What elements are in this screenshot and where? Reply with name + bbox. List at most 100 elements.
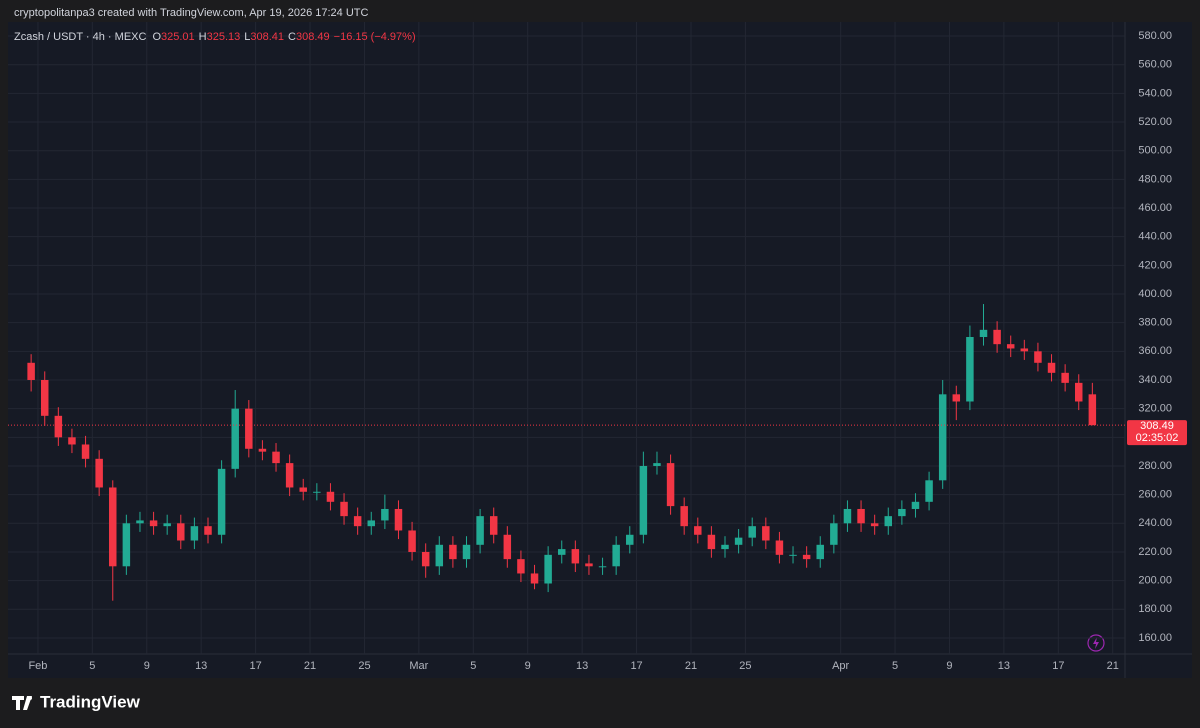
y-tick-label: 380.00 bbox=[1138, 317, 1172, 329]
candle-body bbox=[585, 563, 593, 567]
y-tick-label: 320.00 bbox=[1138, 403, 1172, 415]
x-tick-label: 5 bbox=[892, 660, 898, 672]
candle-body bbox=[204, 526, 212, 535]
candle-body bbox=[40, 379, 49, 416]
y-tick-label: 520.00 bbox=[1138, 116, 1172, 128]
candle-body bbox=[326, 491, 335, 502]
x-tick-label: 9 bbox=[946, 660, 952, 672]
candle-body bbox=[598, 566, 607, 568]
legend-symbol: Zcash / USDT · 4h · MEXC bbox=[14, 31, 146, 43]
candle-body bbox=[789, 554, 797, 556]
legend-value: 325.13 bbox=[207, 31, 241, 43]
brand-name: TradingView bbox=[40, 692, 141, 711]
candle-body bbox=[1047, 362, 1056, 373]
candle-body bbox=[367, 520, 376, 527]
candle-body bbox=[449, 544, 457, 560]
candle-body bbox=[898, 508, 906, 517]
legend-value: 308.41 bbox=[250, 31, 284, 43]
candle-body bbox=[81, 444, 90, 459]
candle-body bbox=[884, 516, 893, 527]
candle-body bbox=[421, 551, 430, 567]
y-tick-label: 560.00 bbox=[1138, 59, 1172, 71]
y-tick-label: 500.00 bbox=[1138, 145, 1172, 157]
candle-body bbox=[748, 526, 756, 538]
logo-dot bbox=[28, 696, 32, 700]
brand-logo: TradingView bbox=[12, 692, 141, 711]
x-tick-label: Feb bbox=[28, 660, 47, 672]
x-tick-label: 21 bbox=[304, 660, 316, 672]
y-tick-label: 240.00 bbox=[1138, 517, 1172, 529]
candle-body bbox=[843, 508, 852, 524]
candle-body bbox=[95, 458, 103, 488]
y-tick-label: 200.00 bbox=[1138, 575, 1172, 587]
candle-body bbox=[979, 329, 988, 337]
candle-body bbox=[911, 501, 920, 509]
legend-change: −16.15 (−4.97%) bbox=[334, 31, 416, 43]
last-price-box bbox=[1127, 420, 1187, 446]
candle-body bbox=[966, 337, 974, 402]
candle-body bbox=[802, 554, 811, 560]
candle-body bbox=[136, 520, 144, 524]
y-tick-label: 460.00 bbox=[1138, 202, 1172, 214]
alert-icon[interactable] bbox=[1087, 634, 1105, 652]
x-tick-label: 13 bbox=[195, 660, 207, 672]
candle-body bbox=[313, 491, 321, 493]
candle-body bbox=[54, 415, 63, 438]
candle-body bbox=[1034, 351, 1042, 363]
y-tick-label: 540.00 bbox=[1138, 87, 1172, 99]
candle-body bbox=[122, 523, 131, 567]
candle-body bbox=[666, 463, 675, 507]
legend-key: H bbox=[199, 31, 207, 43]
candle-body bbox=[775, 540, 784, 555]
legend-key: O bbox=[152, 31, 161, 43]
candle-body bbox=[571, 549, 580, 564]
candle-body bbox=[408, 530, 416, 552]
x-tick-label: Apr bbox=[832, 660, 849, 672]
candle-body bbox=[231, 408, 239, 469]
candle-body bbox=[476, 516, 484, 545]
candle-body bbox=[626, 534, 634, 545]
candle-body bbox=[925, 480, 933, 502]
x-tick-label: 25 bbox=[358, 660, 370, 672]
legend-key: C bbox=[288, 31, 296, 43]
x-tick-label: 17 bbox=[249, 660, 261, 672]
y-tick-label: 160.00 bbox=[1138, 632, 1172, 644]
candles bbox=[27, 304, 1097, 601]
y-tick-label: 580.00 bbox=[1138, 30, 1172, 42]
candle-body bbox=[353, 516, 362, 527]
candle-body bbox=[653, 463, 661, 466]
x-tick-label: 21 bbox=[685, 660, 697, 672]
candle-body bbox=[177, 523, 185, 541]
x-tick-label: 5 bbox=[89, 660, 95, 672]
candle-body bbox=[299, 487, 307, 492]
candle-body bbox=[394, 508, 403, 531]
candle-body bbox=[557, 549, 566, 555]
candle-body bbox=[1006, 344, 1015, 349]
countdown-label: 02:35:02 bbox=[1136, 432, 1179, 444]
x-tick-label: 9 bbox=[144, 660, 150, 672]
candle-body bbox=[27, 362, 35, 380]
candle-body bbox=[285, 463, 294, 488]
candle-body bbox=[938, 394, 947, 481]
legend-value: 308.49 bbox=[296, 31, 330, 43]
y-tick-label: 440.00 bbox=[1138, 231, 1172, 243]
candle-body bbox=[993, 329, 1001, 345]
candle-body bbox=[381, 508, 389, 521]
candle-body bbox=[952, 394, 961, 402]
candle-body bbox=[68, 437, 76, 445]
x-tick-label: 13 bbox=[576, 660, 588, 672]
candle-body bbox=[517, 559, 525, 574]
candle-body bbox=[762, 526, 770, 541]
logo-icon bbox=[12, 696, 32, 710]
x-tick-label: 13 bbox=[998, 660, 1010, 672]
attribution: cryptopolitanpa3 created with TradingVie… bbox=[14, 7, 369, 19]
candle-body bbox=[1088, 394, 1097, 426]
candle-body bbox=[694, 526, 702, 535]
candle-body bbox=[1020, 348, 1029, 352]
x-tick-label: 25 bbox=[739, 660, 751, 672]
alert-ring[interactable] bbox=[1087, 634, 1105, 652]
alert-bolt[interactable] bbox=[1093, 637, 1099, 649]
x-tick-label: 17 bbox=[630, 660, 642, 672]
